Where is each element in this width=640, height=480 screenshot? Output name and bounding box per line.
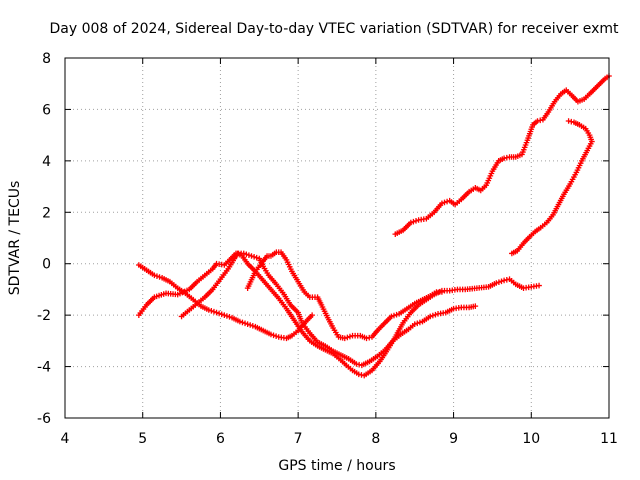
series-line	[138, 264, 313, 339]
data-point-plus	[243, 251, 250, 258]
y-tick-label: -6	[37, 411, 51, 427]
data-point-plus	[414, 320, 421, 327]
data-point-plus	[251, 254, 257, 260]
data-point-plus	[417, 319, 423, 326]
plot-area-border	[64, 57, 610, 419]
data-series	[136, 73, 612, 379]
y-tick-label: 2	[42, 205, 51, 221]
data-point-plus	[439, 200, 445, 207]
data-point-plus	[347, 333, 353, 340]
data-point-plus	[224, 313, 230, 319]
x-tick-label: 7	[294, 431, 303, 447]
data-point-plus	[242, 320, 248, 327]
data-point-plus	[427, 313, 434, 320]
data-point-plus	[411, 321, 418, 327]
data-point-plus	[439, 289, 445, 295]
data-point-plus	[441, 199, 448, 206]
x-tick-label: 6	[216, 431, 225, 447]
data-point-plus	[237, 318, 243, 325]
data-point-plus	[498, 278, 505, 285]
data-point-plus	[391, 312, 397, 319]
data-point-plus	[270, 332, 277, 339]
data-point-plus	[244, 321, 251, 327]
data-point-plus	[496, 279, 502, 285]
data-point-plus	[247, 322, 254, 328]
data-point-plus	[239, 319, 246, 326]
data-point-plus	[151, 272, 158, 279]
data-point-plus	[536, 282, 542, 289]
data-point-plus	[154, 273, 160, 279]
series-4	[244, 249, 445, 342]
data-point-plus	[388, 313, 395, 320]
axis-ticks: 4 5 6 7 8 9 10 11 -6 -4 -2 0 2 4 6 8	[37, 51, 618, 447]
data-point-plus	[250, 323, 256, 329]
data-point-plus	[221, 312, 228, 318]
series-6	[509, 118, 595, 257]
x-tick-label: 11	[600, 431, 618, 447]
data-point-plus	[344, 334, 351, 341]
data-point-plus	[246, 252, 252, 258]
data-point-plus	[309, 312, 315, 318]
data-point-plus	[211, 308, 217, 315]
data-point-plus	[472, 303, 479, 309]
series-3	[178, 250, 542, 379]
chart-title: Day 008 of 2024, Sidereal Day-to-day VTE…	[50, 21, 620, 37]
data-point-plus	[205, 307, 212, 313]
x-tick-label: 4	[61, 431, 70, 447]
data-point-plus	[408, 219, 414, 226]
y-tick-label: 6	[42, 102, 51, 118]
data-point-plus	[413, 218, 419, 224]
y-tick-label: 4	[42, 154, 51, 170]
y-axis-label: SDTVAR / TECUs	[7, 181, 23, 296]
data-point-plus	[213, 309, 220, 316]
data-point-plus	[432, 311, 439, 318]
series-line	[511, 120, 593, 254]
data-point-plus	[273, 333, 279, 339]
x-axis-label: GPS time / hours	[278, 458, 395, 474]
x-tick-label: 5	[138, 431, 147, 447]
data-point-plus	[218, 311, 225, 318]
data-point-plus	[341, 335, 348, 342]
data-point-plus	[156, 274, 163, 280]
data-point-plus	[393, 311, 400, 318]
data-point-plus	[248, 253, 255, 259]
data-point-plus	[430, 312, 436, 319]
y-tick-label: -2	[37, 308, 51, 324]
data-point-plus	[253, 254, 260, 261]
data-point-plus	[216, 310, 222, 317]
data-point-plus	[493, 280, 500, 286]
data-point-plus	[208, 308, 215, 314]
x-tick-label: 9	[449, 431, 458, 447]
series-5	[392, 73, 612, 237]
y-tick-label: -4	[37, 360, 51, 376]
data-point-plus	[410, 218, 417, 225]
y-tick-label: 8	[42, 51, 51, 67]
grid	[65, 58, 609, 418]
x-tick-label: 10	[522, 431, 540, 447]
series-line	[181, 252, 540, 377]
x-tick-label: 8	[371, 431, 380, 447]
data-point-plus	[268, 331, 274, 338]
data-point-plus	[226, 314, 233, 320]
data-point-plus	[565, 118, 572, 124]
y-tick-label: 0	[42, 257, 51, 273]
